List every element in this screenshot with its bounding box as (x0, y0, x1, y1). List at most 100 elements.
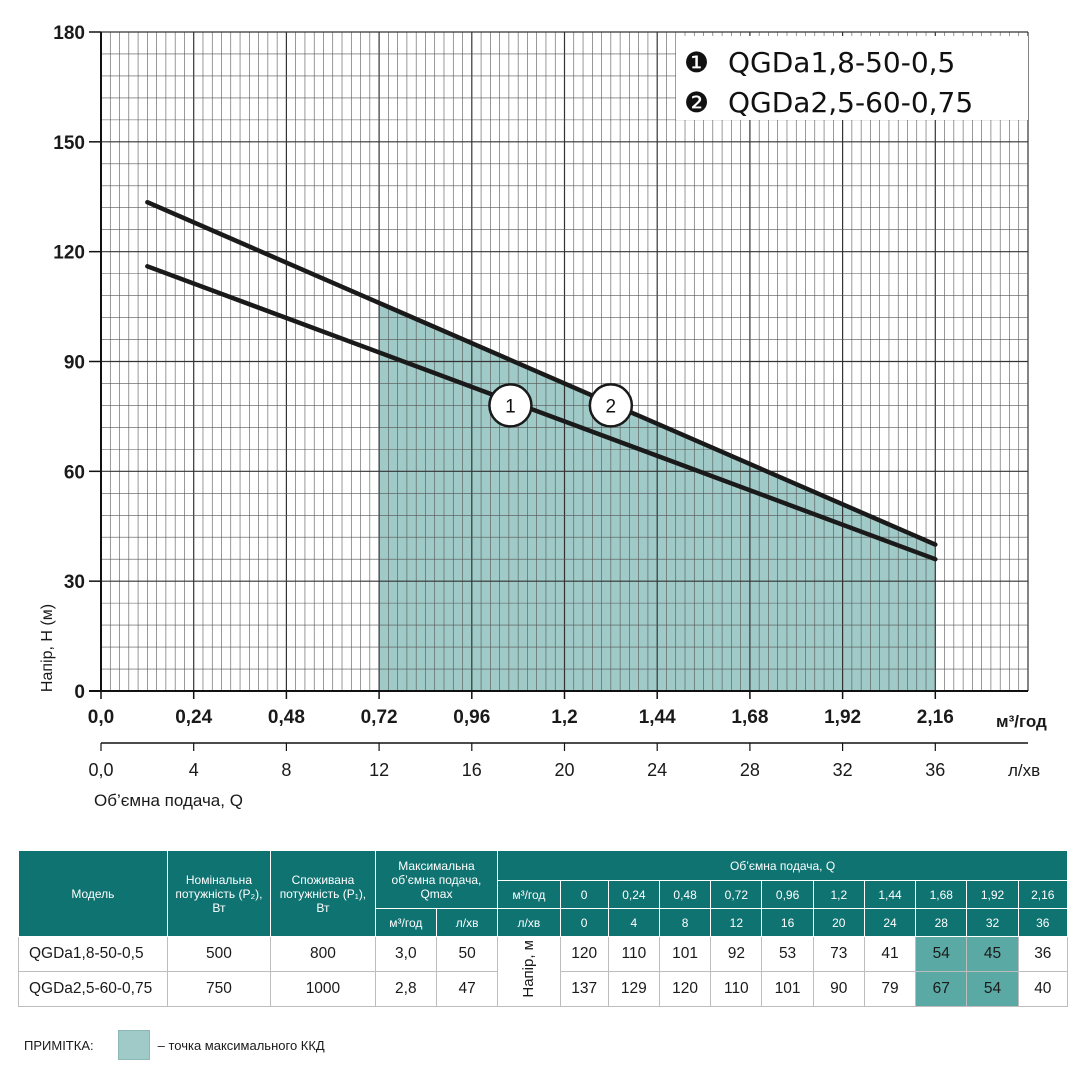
flow-value-lmin: 16 (761, 908, 814, 937)
flow-value: 2,16 (1017, 880, 1069, 909)
cell-head: 110 (607, 936, 660, 972)
cell-head: 129 (607, 971, 660, 1007)
cell-head: 120 (658, 971, 712, 1007)
cell-head: 137 (559, 971, 609, 1007)
cell-qmax-m3: 2,8 (374, 971, 437, 1007)
x-tick-label: 0,24 (175, 707, 212, 728)
y-axis-label: Напір, Н (м) (39, 604, 56, 692)
cell-model: QGDa1,8-50-0,5 (18, 936, 168, 972)
x2-tick-label: 8 (281, 760, 291, 780)
x2-tick-label: 20 (554, 760, 574, 780)
x-tick-label: 1,68 (731, 707, 768, 728)
series-line-1 (145, 264, 938, 562)
y-tick-label: 150 (53, 133, 85, 154)
cell-head-highlight: 54 (966, 971, 1019, 1007)
flow-value: 1,92 (966, 880, 1019, 909)
flow-value: 0 (559, 880, 609, 909)
flow-value-lmin: 36 (1017, 908, 1069, 937)
header-flow-unit2: л/хв (497, 908, 561, 937)
x-tick-label: 0,96 (453, 707, 490, 728)
x2-tick-label: 28 (740, 760, 760, 780)
header-model: Модель (18, 850, 168, 937)
cell-model: QGDa2,5-60-0,75 (18, 971, 168, 1007)
y-tick-label: 30 (64, 572, 85, 593)
header-qmax-unit2: л/хв (435, 908, 499, 937)
flow-value-lmin: 24 (863, 908, 917, 937)
header-p2: Номінальна потужність (P₂), Вт (166, 850, 272, 937)
flow-value-lmin: 12 (710, 908, 763, 937)
cell-qmax-l: 47 (435, 971, 499, 1007)
flow-value-lmin: 4 (607, 908, 660, 937)
x2-tick-label: 36 (925, 760, 945, 780)
x-tick-label: 0,72 (361, 707, 398, 728)
x2-unit-label: л/хв (1008, 761, 1040, 780)
flow-value-lmin: 0 (559, 908, 609, 937)
cell-head: 92 (710, 936, 763, 972)
grid (100, 31, 1029, 692)
cell-qmax-l: 50 (435, 936, 499, 972)
cell-head: 41 (863, 936, 917, 972)
series-label-1: 1 (505, 396, 516, 417)
head-label-cell: Напір, м (497, 936, 561, 1007)
table-row: QGDa2,5-60-0,75 750 1000 2,8 47 137 129 … (18, 971, 1069, 1007)
y-tick-label: 60 (64, 462, 85, 483)
flow-value: 1,2 (812, 880, 865, 909)
legend: ❶ QGDa1,8-50-0,5 ❷ QGDa2,5-60-0,75 (676, 36, 1028, 120)
flow-value-lmin: 32 (966, 908, 1019, 937)
flow-value: 0,48 (658, 880, 712, 909)
series-label-2: 2 (606, 396, 617, 417)
header-qmax-unit1: м³/год (374, 908, 437, 937)
series-marker-1 (488, 383, 533, 428)
x2-tick-label: 12 (369, 760, 389, 780)
cell-head: 101 (658, 936, 712, 972)
cell-p2: 750 (166, 971, 272, 1007)
header-p1: Споживана потужність (P₁), Вт (270, 850, 376, 937)
cell-p1: 800 (270, 936, 376, 972)
cell-head: 120 (559, 936, 609, 972)
x2-tick-label: 16 (462, 760, 482, 780)
cell-head-highlight: 54 (915, 936, 968, 972)
flow-value-lmin: 8 (658, 908, 712, 937)
cell-p2: 500 (166, 936, 272, 972)
head-label: Напір, м (520, 940, 538, 998)
x-tick-label: 0,0 (88, 707, 114, 728)
flow-value: 1,68 (915, 880, 968, 909)
x-tick-label: 0,48 (268, 707, 305, 728)
cell-p1: 1000 (270, 971, 376, 1007)
y-tick-label: 90 (64, 353, 85, 374)
x2-tick-label: 4 (189, 760, 199, 780)
cell-head: 90 (812, 971, 865, 1007)
legend-marker-1: ❶ (684, 46, 709, 79)
x-tick-label: 1,2 (551, 707, 577, 728)
cell-head: 36 (1017, 936, 1069, 972)
note-swatch (117, 1030, 150, 1060)
cell-head: 110 (710, 971, 763, 1007)
cell-head: 101 (761, 971, 814, 1007)
series-marker-2 (588, 383, 634, 428)
x2-tick-label: 24 (647, 760, 667, 780)
series-line-2 (145, 199, 938, 547)
x2-tick-label: 0,0 (88, 760, 113, 780)
note-text: – точка максимального ККД (157, 1037, 325, 1053)
cell-head: 73 (812, 936, 865, 972)
header-flow-unit1: м³/год (497, 880, 561, 909)
cell-head: 53 (761, 936, 814, 972)
note: ПРИМІТКА: – точка максимального ККД (24, 1030, 325, 1060)
legend-marker-2: ❷ (684, 86, 709, 119)
header-qmax: Максимальна об’ємна подача, Qmax (374, 850, 499, 909)
legend-entry-2: QGDa2,5-60-0,75 (728, 86, 973, 119)
x-tick-label: 1,92 (824, 707, 861, 728)
note-label: ПРИМІТКА: (24, 1037, 94, 1053)
header-flow: Об’ємна подача, Q (497, 850, 1068, 881)
legend-box (676, 36, 1028, 120)
x-unit-label: м³/год (996, 712, 1047, 731)
cell-qmax-m3: 3,0 (374, 936, 437, 972)
flow-value: 0,96 (761, 880, 814, 909)
x-tick-label: 2,16 (917, 707, 954, 728)
cell-head: 79 (863, 971, 917, 1007)
cell-head-highlight: 45 (966, 936, 1019, 972)
x-axis-label: Об’ємна подача, Q (94, 791, 243, 810)
x-tick-label: 1,44 (639, 707, 676, 728)
cell-head: 40 (1017, 971, 1069, 1007)
